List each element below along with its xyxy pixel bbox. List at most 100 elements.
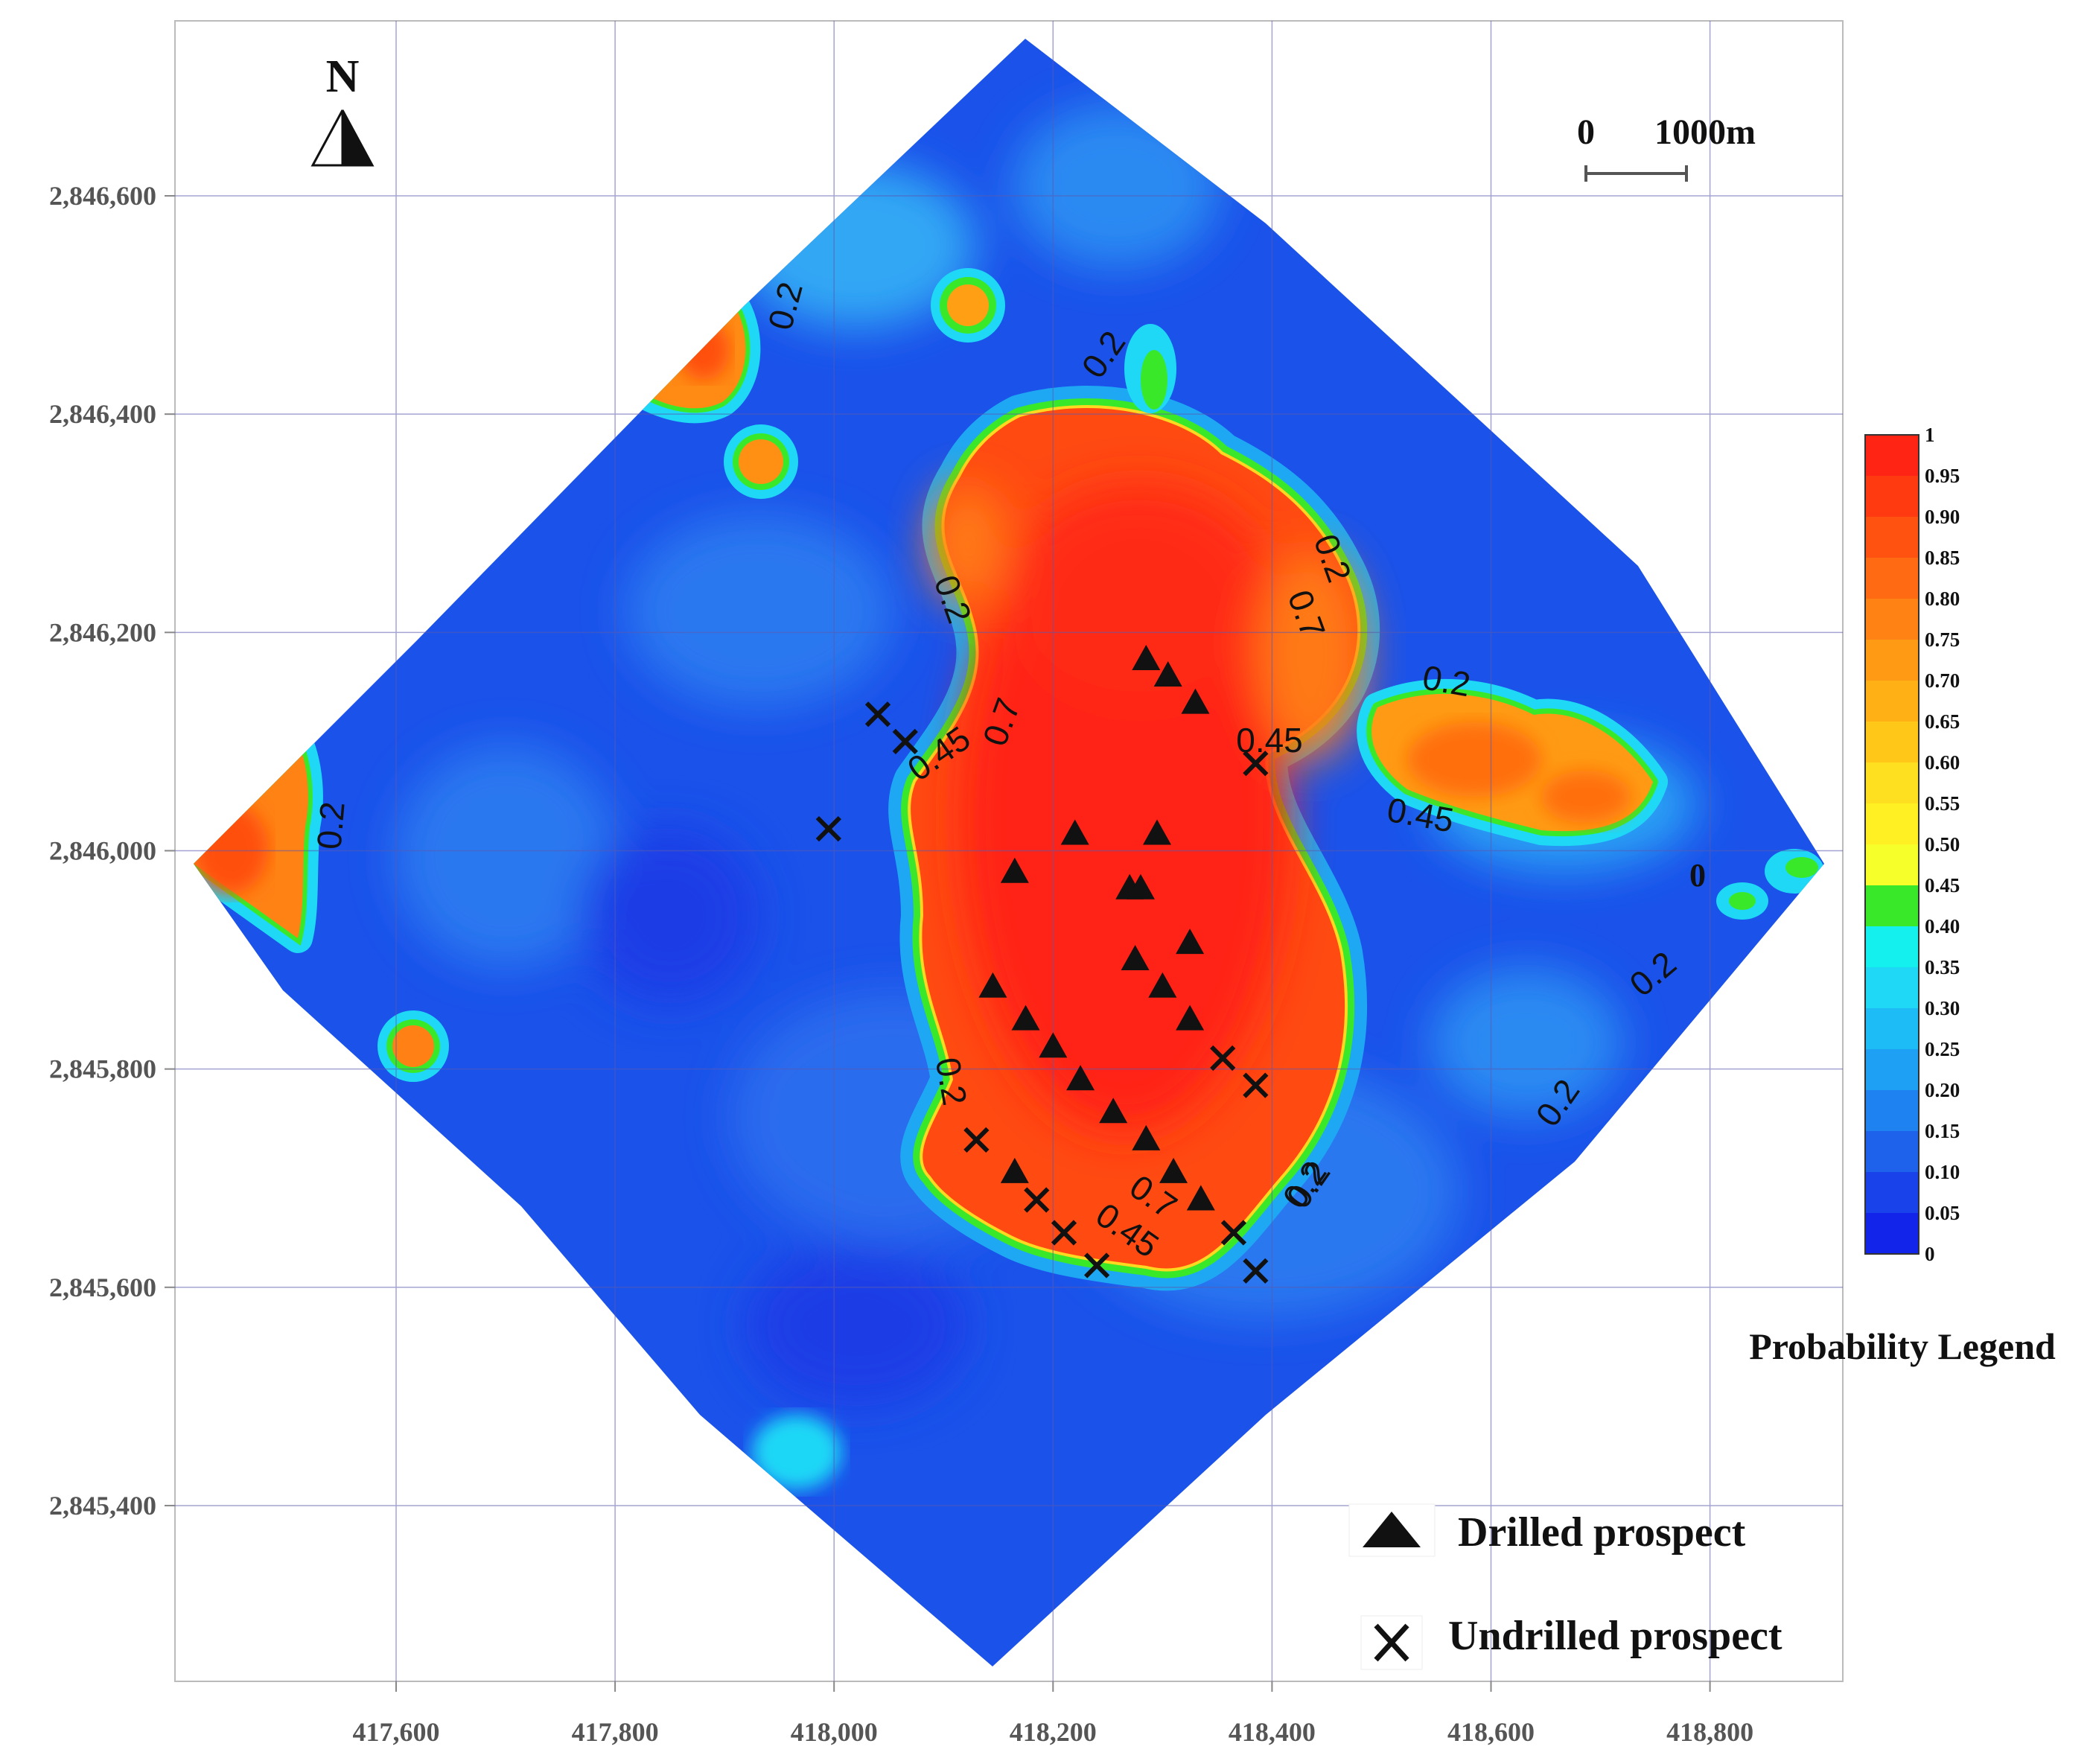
- undrilled-legend-icon: [1374, 1623, 1409, 1662]
- x-axis-ticks: 417,600 417,800 418,000 418,200 418,400 418,6…: [353, 1681, 1753, 1747]
- contour-label: 0.2: [928, 1054, 975, 1108]
- x-tick-label: 418,400: [1229, 1717, 1316, 1747]
- legend-tick-label: 0.10: [1925, 1161, 1960, 1183]
- grid-lines: [175, 21, 1843, 1681]
- contour-label: 0.2: [309, 800, 351, 850]
- drilled-prospect-marker: [1153, 660, 1182, 687]
- legend-tick-label: 0.70: [1925, 669, 1960, 692]
- legend-title: Probability Legend: [1749, 1325, 2056, 1367]
- scale-end-label: 1000m: [1654, 112, 1756, 152]
- undrilled-prospect-marker: [1220, 1220, 1247, 1246]
- undrilled-prospect-marker: [1024, 1187, 1050, 1213]
- north-arrow-left-icon: [310, 109, 344, 167]
- legend-swatch: [1865, 1172, 1919, 1214]
- drilled-prospect-marker: [1000, 857, 1029, 883]
- drilled-prospects: [978, 644, 1215, 1211]
- legend-tick-label: 0.55: [1925, 792, 1960, 815]
- undrilled-prospect-marker: [963, 1127, 990, 1153]
- legend-tick-label: 1: [1925, 424, 1935, 446]
- y-tick-label: 2,846,400: [49, 399, 156, 429]
- legend-tick-label: 0.50: [1925, 833, 1960, 856]
- drilled-prospect-marker: [1126, 873, 1155, 899]
- north-label: N: [326, 51, 360, 102]
- y-tick-label: 2,846,600: [49, 181, 156, 211]
- legend-swatch: [1865, 476, 1919, 518]
- y-tick-label: 2,845,800: [49, 1054, 156, 1084]
- north-arrow-right-icon: [341, 109, 375, 167]
- legend-swatch: [1865, 1008, 1919, 1050]
- drilled-prospect-marker: [1011, 1004, 1040, 1031]
- drilled-prospect-marker: [1132, 1124, 1161, 1150]
- legend-color-bar: [1865, 435, 1919, 1255]
- legend-swatch: [1865, 967, 1919, 1009]
- legend-tick-label: 0.60: [1925, 751, 1960, 774]
- undrilled-prospect-marker: [1210, 1045, 1236, 1072]
- legend-swatch: [1865, 435, 1919, 477]
- x-tick-label: 418,000: [791, 1717, 878, 1747]
- drilled-prospect-marker: [1060, 819, 1089, 845]
- drilled-prospect-marker: [1000, 1157, 1029, 1183]
- north-arrow: N: [310, 51, 375, 167]
- drilled-prospect-marker: [1121, 945, 1150, 971]
- legend-swatch: [1865, 599, 1919, 640]
- y-tick-label: 2,846,000: [49, 835, 156, 865]
- x-tick-label: 417,800: [572, 1717, 659, 1747]
- drilled-legend-label: Drilled prospect: [1458, 1509, 1746, 1556]
- y-tick-label: 2,846,200: [49, 617, 156, 647]
- legend-tick-label: 0.05: [1925, 1202, 1960, 1224]
- undrilled-prospect-marker: [1083, 1252, 1110, 1279]
- undrilled-prospect-marker: [815, 816, 841, 842]
- undrilled-prospect-marker: [892, 728, 918, 755]
- contour-label: 0: [1689, 857, 1706, 894]
- undrilled-prospect-marker: [1051, 1220, 1077, 1246]
- drilled-prospect-marker: [1176, 929, 1205, 955]
- scale-bar: 0 1000m: [1577, 112, 1756, 182]
- y-tick-label: 2,845,400: [49, 1491, 156, 1521]
- drilled-prospect-marker: [1176, 1004, 1205, 1031]
- legend-swatch: [1865, 1049, 1919, 1091]
- drilled-prospect-marker: [1142, 819, 1171, 845]
- y-axis-ticks: 2,846,600 2,846,400 2,846,200 2,846,000 2,84…: [49, 181, 175, 1521]
- undrilled-prospect-marker: [1243, 1072, 1269, 1098]
- legend-swatch: [1865, 517, 1919, 558]
- legend-swatch: [1865, 1131, 1919, 1173]
- drilled-prospect-marker: [978, 972, 1007, 998]
- legend-swatch: [1865, 722, 1919, 763]
- legend-tick-label: 0.30: [1925, 997, 1960, 1019]
- legend-swatch: [1865, 681, 1919, 722]
- x-tick-label: 418,800: [1666, 1717, 1753, 1747]
- legend-tick-label: 0.85: [1925, 547, 1960, 569]
- legend-tick-label: 0: [1925, 1243, 1935, 1265]
- drilled-prospect-marker: [1148, 972, 1177, 998]
- legend-swatch: [1865, 1090, 1919, 1132]
- x-tick-label: 417,600: [353, 1717, 440, 1747]
- legend-tick-label: 0.80: [1925, 588, 1960, 610]
- y-tick-label: 2,845,600: [49, 1273, 156, 1302]
- drilled-prospect-marker: [1039, 1032, 1068, 1058]
- undrilled-legend-label: Undrilled prospect: [1448, 1613, 1782, 1659]
- drilled-prospect-marker: [1132, 644, 1161, 670]
- legend-swatch: [1865, 558, 1919, 599]
- drilled-prospect-marker: [1181, 688, 1210, 714]
- legend-swatch: [1865, 803, 1919, 845]
- legend-tick-label: 0.95: [1925, 465, 1960, 487]
- drilled-prospect-marker: [1186, 1185, 1215, 1211]
- probability-legend: 1 0.95 0.90 0.85 0.80 0.75 0.70 0.65 0.60 0.55 0.5…: [1749, 424, 2056, 1367]
- drilled-prospect-marker: [1099, 1098, 1128, 1124]
- undrilled-prospects: [815, 701, 1269, 1284]
- undrilled-prospect-marker: [1243, 751, 1269, 777]
- contour-label: 0.2: [1420, 657, 1473, 704]
- legend-tick-label: 0.40: [1925, 915, 1960, 937]
- legend-swatch: [1865, 640, 1919, 681]
- legend-tick-label: 0.15: [1925, 1120, 1960, 1142]
- legend-tick-label: 0.75: [1925, 628, 1960, 651]
- legend-tick-label: 0.35: [1925, 956, 1960, 978]
- legend-swatch: [1865, 1213, 1919, 1255]
- legend-swatch: [1865, 885, 1919, 927]
- legend-tick-label: 0.45: [1925, 874, 1960, 897]
- legend-tick-label: 0.90: [1925, 506, 1960, 528]
- x-tick-label: 418,600: [1447, 1717, 1535, 1747]
- drilled-prospect-marker: [1159, 1157, 1188, 1183]
